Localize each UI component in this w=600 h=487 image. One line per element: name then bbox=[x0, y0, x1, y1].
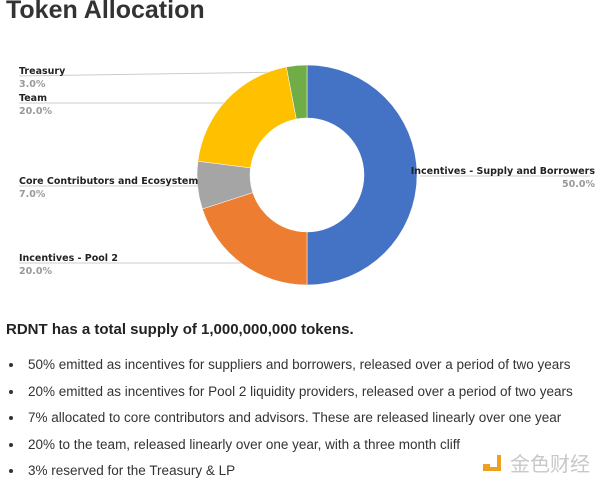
pct-pool2: 20.0% bbox=[19, 266, 52, 277]
list-item: 3% reserved for the Treasury & LP bbox=[24, 458, 573, 485]
label-pool2: Incentives - Pool 2 bbox=[19, 253, 118, 264]
list-item: 7% allocated to core contributors and ad… bbox=[24, 405, 573, 432]
pct-core: 7.0% bbox=[19, 189, 46, 200]
bullet-list: 50% emitted as incentives for suppliers … bbox=[6, 352, 573, 485]
donut-slice-incentives-supply-and-borrowers bbox=[306, 64, 418, 286]
pct-treasury: 3.0% bbox=[19, 79, 46, 90]
donut-slice-incentives-pool-2 bbox=[202, 192, 308, 286]
label-treasury: Treasury bbox=[19, 66, 66, 77]
pct-team: 20.0% bbox=[19, 106, 52, 117]
donut-slice-team bbox=[197, 66, 297, 169]
watermark: 金色财经 bbox=[482, 448, 590, 477]
pct-supply: 50.0% bbox=[562, 179, 595, 190]
label-team: Team bbox=[19, 93, 47, 104]
leader-line bbox=[18, 71, 293, 77]
list-item: 50% emitted as incentives for suppliers … bbox=[24, 352, 573, 379]
list-item: 20% emitted as incentives for Pool 2 liq… bbox=[24, 379, 573, 406]
watermark-text: 金色财经 bbox=[510, 452, 590, 476]
watermark-logo-icon bbox=[483, 454, 501, 471]
supply-text: RDNT has a total supply of 1,000,000,000… bbox=[6, 321, 354, 338]
label-supply: Incentives - Supply and Borrowers bbox=[410, 166, 595, 177]
label-core: Core Contributors and Ecosystem bbox=[19, 176, 199, 187]
page-title: Token Allocation bbox=[6, 0, 205, 24]
donut-chart bbox=[18, 64, 590, 286]
list-item: 20% to the team, released linearly over … bbox=[24, 432, 573, 459]
donut-slice-treasury bbox=[286, 64, 308, 120]
